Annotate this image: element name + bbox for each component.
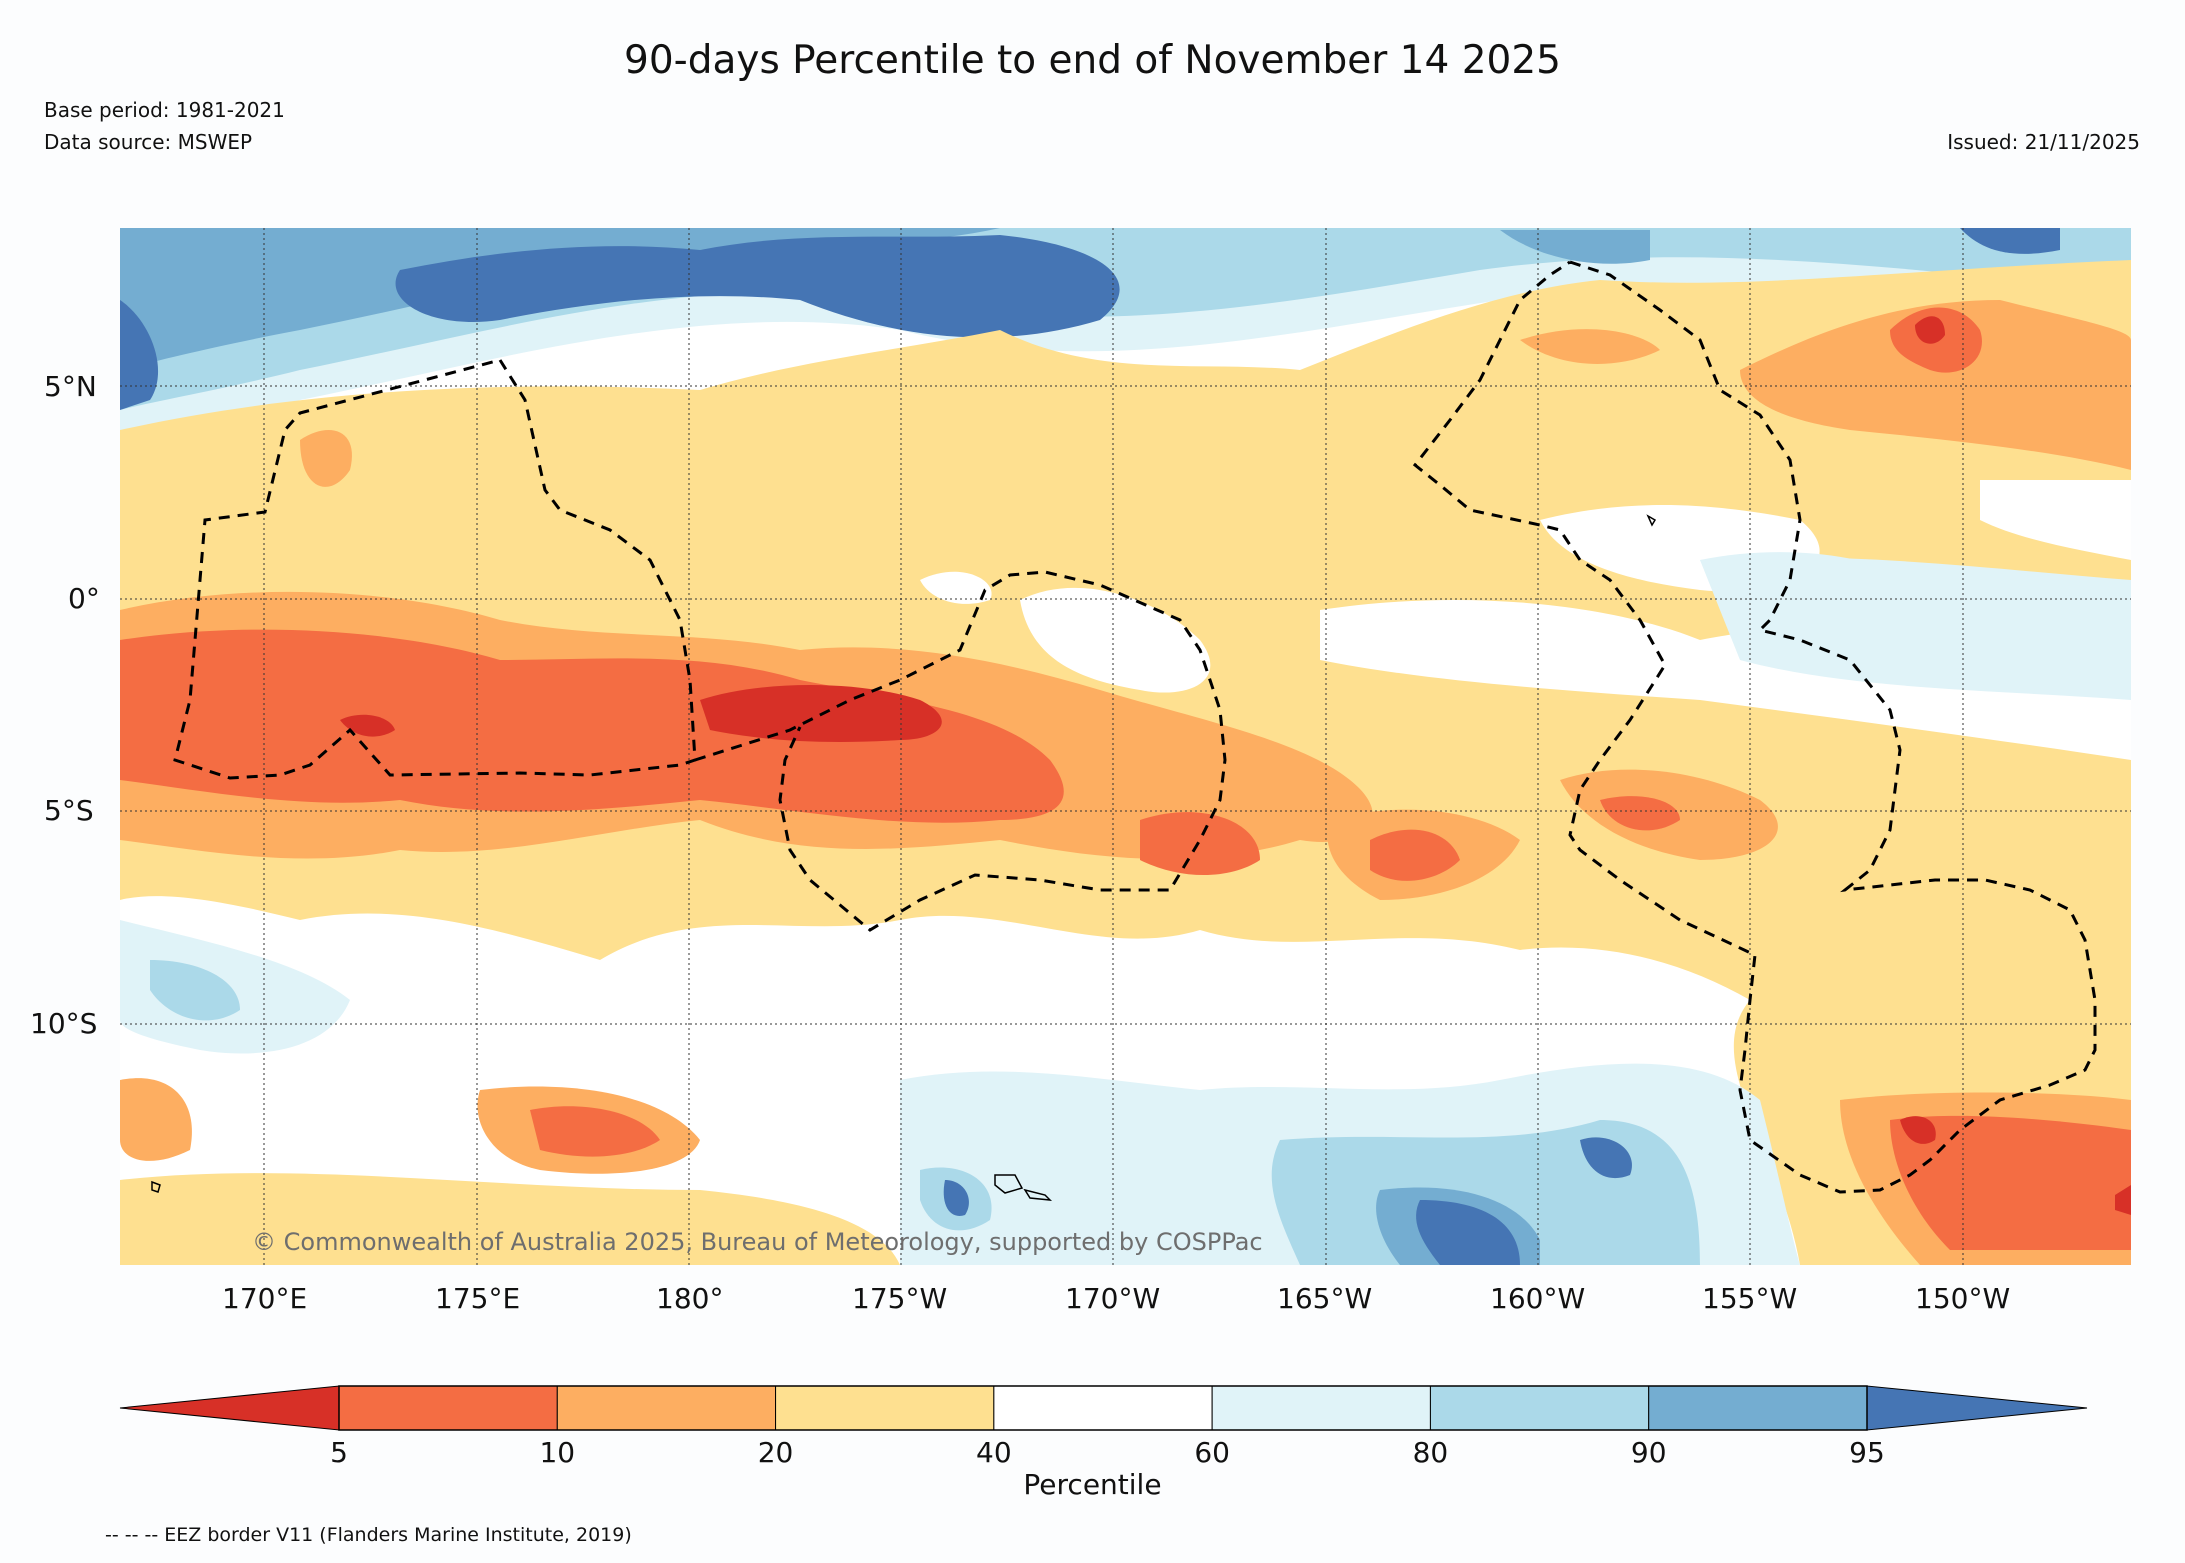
map-title: 90-days Percentile to end of November 14… (624, 38, 1561, 83)
colorbar-tick-label: 20 (757, 1436, 794, 1469)
issued-date: Issued: 21/11/2025 (1947, 130, 2140, 154)
lat-label: 5°S (44, 794, 94, 827)
eez-borders (173, 260, 2097, 1194)
lon-label: 150°W (1915, 1282, 2011, 1315)
dry-core-orange (120, 629, 1064, 823)
lon-label: 180° (656, 1282, 724, 1315)
data-source: Data source: MSWEP (44, 130, 253, 154)
lon-label: 155°W (1702, 1282, 1798, 1315)
base-period: Base period: 1981-2021 (44, 98, 285, 122)
graticule (120, 228, 2131, 1265)
colorbar-tick-label: 5 (330, 1436, 348, 1469)
lon-label: 170°E (222, 1282, 308, 1315)
map-field (120, 228, 2131, 1265)
lon-label: 175°E (435, 1282, 521, 1315)
lat-label: 5°N (44, 370, 97, 403)
lon-label: 160°W (1490, 1282, 1586, 1315)
colorbar-segment (1648, 1385, 1868, 1431)
colorbar-segment (993, 1385, 1213, 1431)
lon-label: 175°W (852, 1282, 948, 1315)
colorbar-segment (556, 1385, 777, 1431)
colorbar-tick-label: 80 (1412, 1436, 1449, 1469)
colorbar (119, 1385, 2088, 1431)
islands (151, 514, 1657, 1201)
colorbar-segment (1429, 1385, 1650, 1431)
colorbar-tick-label: 90 (1630, 1436, 1667, 1469)
lon-label: 165°W (1277, 1282, 1373, 1315)
colorbar-tick-label: 60 (1194, 1436, 1230, 1469)
colorbar-tick-label: 10 (539, 1436, 576, 1469)
wet-band-north-max (395, 235, 1120, 338)
colorbar-extend-high (1866, 1385, 2088, 1431)
colorbar-tick-label: 40 (976, 1436, 1012, 1469)
colorbar-extend-low (119, 1385, 340, 1431)
lon-label: 170°W (1065, 1282, 1161, 1315)
colorbar-tick-label: 95 (1849, 1436, 1885, 1469)
wet-band-north-core (120, 228, 1000, 370)
colorbar-segment (775, 1385, 995, 1431)
colorbar-title: Percentile (1023, 1468, 1162, 1501)
eez-legend-note: -- -- -- EEZ border V11 (Flanders Marine… (105, 1524, 632, 1546)
lat-label: 10°S (30, 1007, 98, 1040)
lat-label: 0° (68, 582, 100, 615)
copyright-credit: © Commonwealth of Australia 2025, Bureau… (252, 1228, 1263, 1256)
colorbar-segment (338, 1385, 558, 1431)
colorbar-segment (1211, 1385, 1431, 1431)
